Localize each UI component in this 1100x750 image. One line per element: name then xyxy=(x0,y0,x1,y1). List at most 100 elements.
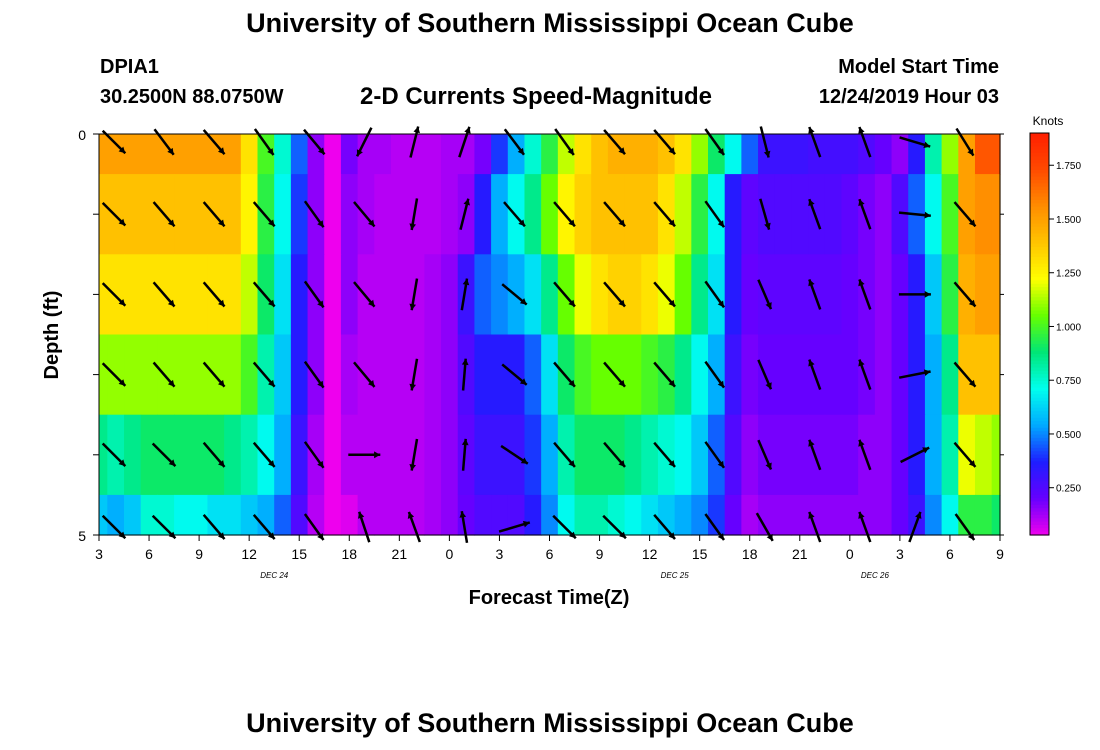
heatmap-cell xyxy=(791,134,809,175)
day-labels: DEC 24 DEC 25 DEC 26 xyxy=(260,571,889,580)
heatmap-cell xyxy=(541,414,559,496)
heatmap-cell xyxy=(407,254,425,336)
page-title: University of Southern Mississippi Ocean… xyxy=(246,8,854,38)
x-tick-label: 9 xyxy=(996,546,1004,562)
heatmap-cell xyxy=(708,334,726,416)
heatmap-cell xyxy=(240,134,259,175)
current-arrow-head xyxy=(924,211,931,219)
current-vectors xyxy=(101,126,977,544)
heatmap-cell xyxy=(724,254,742,336)
current-arrow-head xyxy=(618,299,625,307)
heatmap-cell xyxy=(441,254,459,336)
heatmap-cell xyxy=(491,334,509,416)
heatmap-cell xyxy=(941,494,959,536)
heatmap-cell xyxy=(924,334,943,416)
current-arrow-head xyxy=(923,369,931,376)
colorbar-segment xyxy=(1030,277,1049,281)
colorbar-segment xyxy=(1030,133,1049,137)
current-arrow-head xyxy=(218,147,225,155)
current-arrow-head xyxy=(568,299,575,307)
heatmap-cell xyxy=(357,334,375,416)
heatmap-cell xyxy=(891,334,909,416)
current-arrow-head xyxy=(858,199,865,207)
current-arrow-head xyxy=(519,378,527,385)
x-tick-label: 18 xyxy=(742,546,758,562)
heatmap-cell xyxy=(591,414,609,496)
heatmap-cell xyxy=(324,134,342,175)
current-arrow-head xyxy=(915,511,922,519)
current-arrow xyxy=(202,441,226,468)
y-tick-label: 5 xyxy=(78,528,86,544)
colorbar-segment xyxy=(1030,377,1049,382)
current-arrow-head xyxy=(356,149,363,157)
colorbar-segment xyxy=(1030,334,1049,338)
colorbar-tick-label: 0.750 xyxy=(1056,376,1081,387)
current-arrow-head xyxy=(568,219,575,227)
current-arrow-head xyxy=(368,299,375,307)
heatmap-cell xyxy=(824,134,843,175)
current-arrow-head xyxy=(368,380,375,387)
colorbar-segment xyxy=(1030,153,1049,158)
heatmap-cell xyxy=(174,254,192,336)
heatmap-cell xyxy=(257,254,275,336)
colorbar-segment xyxy=(1030,441,1049,446)
heatmap-cell xyxy=(441,414,459,496)
colorbar-segment xyxy=(1030,189,1049,194)
colorbar-segment xyxy=(1030,511,1049,516)
heatmap-cell xyxy=(691,254,709,336)
current-arrow xyxy=(553,441,576,468)
heatmap-cell xyxy=(257,414,275,496)
heatmap-cell xyxy=(924,494,943,536)
colorbar-segment xyxy=(1030,498,1049,503)
heatmap-cell xyxy=(991,414,1001,496)
heatmap-cell xyxy=(824,334,843,416)
colorbar-segment xyxy=(1030,176,1049,181)
heatmap-cell xyxy=(691,134,709,175)
heatmap-cell xyxy=(841,174,859,255)
current-arrow-head xyxy=(517,147,524,155)
current-arrow-head xyxy=(118,218,126,226)
heatmap-cell xyxy=(841,134,859,175)
current-arrow-head xyxy=(858,279,865,287)
heatmap-cell xyxy=(741,254,759,336)
heatmap-cell xyxy=(174,134,192,175)
colorbar-segment xyxy=(1030,283,1049,288)
heatmap-cell xyxy=(774,174,793,255)
colorbar-segment xyxy=(1030,404,1049,409)
colorbar-segment xyxy=(1030,508,1049,513)
heatmap-cell xyxy=(374,174,392,255)
heatmap-cell xyxy=(657,254,676,336)
colorbar-segment xyxy=(1030,457,1049,462)
heatmap-cell xyxy=(274,174,292,255)
heatmap-cell xyxy=(157,254,175,336)
heatmap-cell xyxy=(591,134,609,175)
colorbar-segment xyxy=(1030,267,1049,271)
heatmap-cell xyxy=(374,334,392,416)
heatmap-cell xyxy=(207,134,225,175)
heatmap-cell xyxy=(891,174,909,255)
current-arrow-head xyxy=(118,299,126,306)
heatmap-cell xyxy=(607,174,626,255)
current-arrow xyxy=(704,441,726,469)
colorbar-segment xyxy=(1030,159,1049,164)
heatmap-cell xyxy=(257,134,275,175)
colorbar-segment xyxy=(1030,411,1049,415)
current-arrow xyxy=(808,198,822,230)
heatmap-cell xyxy=(991,134,1001,175)
colorbar-tick-label: 0.500 xyxy=(1056,430,1081,441)
colorbar-segment xyxy=(1030,183,1049,188)
current-arrow-head xyxy=(717,220,724,228)
heatmap-cell xyxy=(324,174,342,255)
colorbar-segment xyxy=(1030,293,1049,298)
colorbar-segment xyxy=(1030,273,1049,278)
colorbar-segment xyxy=(1030,203,1049,208)
colorbar-segment xyxy=(1030,468,1049,472)
colorbar-segment xyxy=(1030,250,1049,255)
heatmap-cell xyxy=(307,174,325,255)
heatmap-cell xyxy=(574,414,592,496)
current-arrow-head xyxy=(764,222,771,230)
current-arrow-head xyxy=(717,300,724,308)
heatmap-cell xyxy=(140,334,158,416)
heatmap-cell xyxy=(624,334,642,416)
heatmap-cell xyxy=(924,174,943,255)
